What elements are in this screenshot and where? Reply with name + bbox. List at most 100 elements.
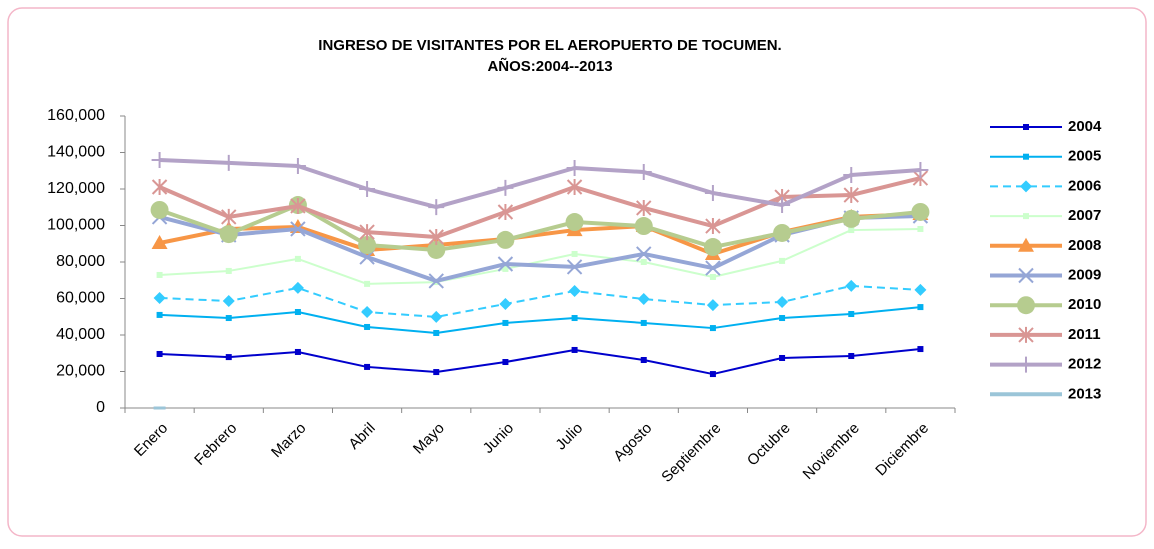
marker	[497, 179, 514, 196]
marker	[291, 281, 304, 294]
series-line	[159, 306, 921, 334]
y-tick-label: 20,000	[56, 363, 105, 380]
marker	[361, 306, 374, 319]
marker	[1023, 213, 1029, 220]
marker	[917, 225, 924, 232]
marker	[917, 346, 924, 353]
marker	[774, 197, 791, 214]
marker	[842, 209, 861, 228]
marker	[779, 315, 786, 322]
marker	[773, 223, 792, 242]
marker	[914, 283, 927, 296]
marker	[364, 280, 371, 287]
marker	[1018, 356, 1034, 373]
marker	[497, 203, 514, 220]
marker	[156, 311, 163, 318]
y-tick-label: 100,000	[47, 217, 105, 234]
marker	[709, 371, 716, 378]
marker	[496, 230, 515, 249]
series	[156, 346, 924, 378]
marker	[294, 255, 301, 262]
marker	[912, 162, 929, 179]
series-line	[159, 157, 921, 210]
legend-label: 2009	[1068, 266, 1101, 283]
legend-label: 2010	[1068, 296, 1101, 313]
marker	[706, 299, 719, 312]
marker	[1018, 237, 1034, 252]
marker	[636, 246, 652, 262]
marker	[566, 160, 583, 177]
legend-label: 2012	[1068, 356, 1101, 373]
marker	[703, 238, 722, 257]
series	[151, 170, 929, 245]
marker	[848, 352, 855, 359]
marker	[566, 178, 583, 195]
marker	[705, 260, 721, 276]
marker	[502, 319, 509, 326]
marker	[709, 325, 716, 332]
y-tick-label: 40,000	[56, 326, 105, 343]
y-tick-label: 80,000	[56, 253, 105, 270]
marker	[709, 273, 716, 280]
marker	[843, 166, 860, 183]
chart-title: AÑOS:2004--2013	[487, 57, 612, 75]
marker	[565, 213, 584, 232]
marker	[843, 187, 859, 204]
marker	[637, 293, 650, 306]
marker	[497, 256, 514, 272]
chart-frame	[7, 7, 1147, 537]
marker	[289, 158, 306, 175]
marker	[364, 323, 371, 330]
marker	[911, 202, 930, 221]
series-line	[159, 227, 921, 285]
marker	[1023, 153, 1029, 160]
marker	[428, 199, 445, 216]
marker	[704, 185, 721, 202]
marker	[427, 240, 446, 259]
marker	[571, 315, 578, 322]
marker	[568, 285, 581, 298]
chart-title: INGRESO DE VISITANTES POR EL AEROPUERTO …	[318, 37, 781, 54]
series	[153, 279, 927, 323]
marker	[294, 309, 301, 316]
marker	[225, 267, 232, 274]
legend-label: 2013	[1068, 385, 1101, 402]
marker	[636, 199, 652, 216]
y-tick-label: 160,000	[47, 107, 105, 124]
marker	[219, 225, 238, 244]
marker	[430, 310, 443, 323]
marker	[364, 363, 371, 370]
marker	[848, 227, 855, 234]
legend-label: 2011	[1068, 326, 1101, 343]
marker	[1018, 267, 1034, 284]
marker	[502, 359, 509, 366]
marker	[428, 228, 444, 245]
marker	[845, 279, 858, 292]
marker	[225, 354, 232, 361]
marker	[917, 304, 924, 311]
marker	[779, 257, 786, 264]
marker	[571, 346, 578, 353]
marker	[640, 259, 647, 265]
marker	[151, 151, 168, 168]
marker	[1018, 326, 1034, 343]
marker	[290, 221, 306, 237]
marker	[776, 295, 789, 308]
series	[151, 151, 929, 216]
legend-label: 2008	[1068, 237, 1101, 254]
marker	[156, 350, 163, 357]
marker	[640, 319, 647, 326]
marker	[153, 291, 166, 304]
marker	[1023, 124, 1029, 130]
marker	[359, 181, 376, 197]
series-line	[158, 203, 921, 252]
legend-label: 2004	[1068, 118, 1102, 135]
marker	[156, 271, 163, 278]
series	[156, 304, 924, 336]
marker	[359, 224, 375, 241]
marker	[566, 259, 583, 275]
marker	[358, 236, 377, 255]
marker	[433, 329, 440, 336]
y-tick-label: 60,000	[56, 290, 105, 307]
marker	[1017, 296, 1035, 315]
